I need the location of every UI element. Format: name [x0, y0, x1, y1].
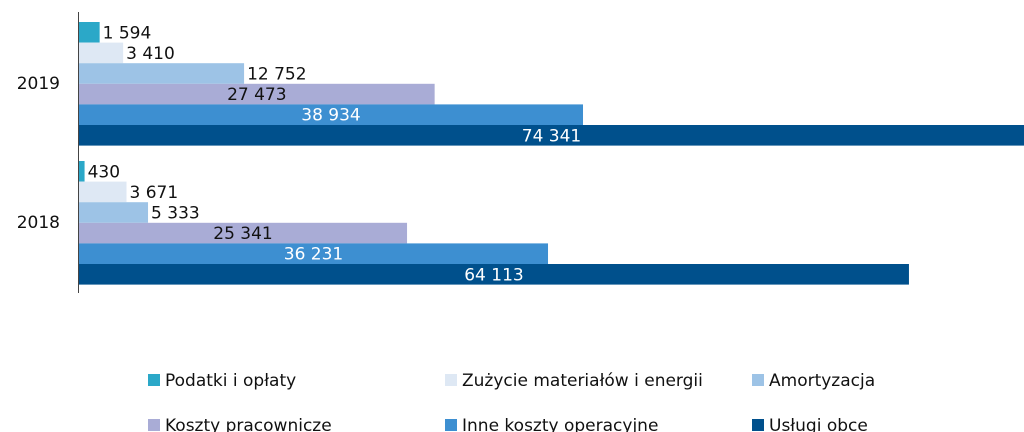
bar [79, 243, 549, 264]
value-label: 74 341 [522, 126, 581, 146]
bar [79, 161, 85, 182]
bar [79, 125, 1024, 146]
value-label: 12 752 [247, 65, 306, 85]
legend-label: Podatki i opłaty [165, 371, 296, 391]
legend-label: Koszty pracownicze [165, 416, 332, 432]
value-label: 3 410 [126, 44, 175, 64]
legend-swatch [445, 419, 457, 431]
legend-swatch [445, 374, 457, 386]
value-label: 3 671 [130, 183, 179, 203]
value-label: 38 934 [301, 106, 360, 126]
category-label: 2019 [17, 74, 60, 94]
value-label: 64 113 [464, 265, 523, 285]
value-label: 1 594 [103, 23, 152, 43]
legend-label: Inne koszty operacyjne [462, 416, 658, 432]
bar [79, 63, 245, 84]
legend-swatch [752, 419, 764, 431]
bar [79, 22, 100, 43]
value-label: 36 231 [284, 245, 343, 265]
bar [79, 264, 909, 285]
legend-swatch [148, 374, 160, 386]
value-label: 5 333 [151, 204, 200, 224]
bar [79, 202, 149, 223]
legend-label: Zużycie materiałów i energii [462, 371, 703, 391]
legend-swatch [752, 374, 764, 386]
value-label: 430 [88, 162, 120, 182]
value-label: 25 341 [213, 224, 272, 244]
bar [79, 181, 127, 203]
bar [79, 222, 408, 244]
legend-swatch [148, 419, 160, 431]
bar [79, 83, 435, 105]
value-label: 27 473 [227, 85, 286, 105]
legend-label: Amortyzacja [769, 371, 875, 391]
bar [79, 42, 124, 64]
legend-label: Usługi obce [769, 416, 868, 432]
bar [79, 104, 584, 125]
category-label: 2018 [17, 213, 60, 233]
